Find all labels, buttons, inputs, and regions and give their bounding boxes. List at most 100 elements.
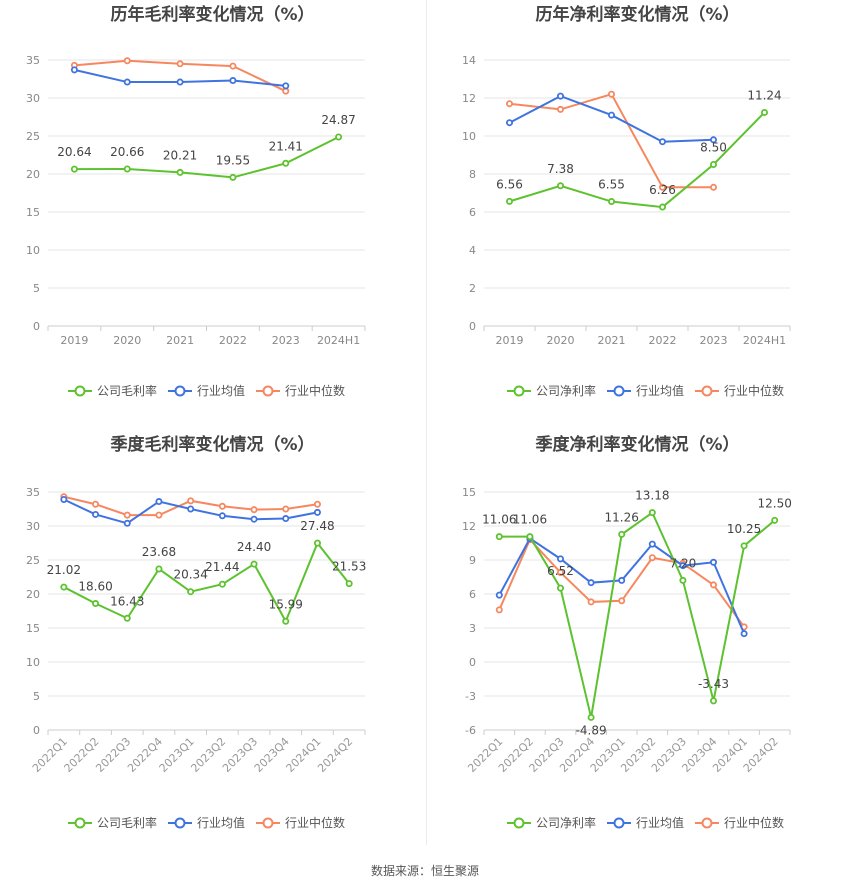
- legend-item[interactable]: 公司净利率: [507, 815, 596, 830]
- legend-item[interactable]: 行业中位数: [695, 383, 784, 398]
- data-point: [709, 697, 717, 705]
- y-tick-label: 12: [462, 520, 476, 533]
- data-point: [176, 78, 184, 86]
- data-point: [187, 497, 195, 505]
- y-tick-label: 30: [26, 92, 40, 105]
- legend-swatch-marker: [74, 385, 86, 397]
- data-point: [709, 581, 717, 589]
- y-tick-label: 15: [26, 206, 40, 219]
- x-tick-label: 2021: [598, 334, 626, 347]
- legend-swatch-marker: [613, 817, 625, 829]
- data-point: [648, 509, 656, 517]
- data-label: 20.64: [57, 145, 91, 159]
- chart-panel-annual-net-margin: 历年净利率变化情况（%） 0 2 4 6 8 10 12 14 2019 2020 2021 2022…: [425, 0, 850, 420]
- legend-swatch-marker: [262, 817, 274, 829]
- data-point: [556, 92, 564, 100]
- data-point: [506, 197, 514, 205]
- data-point: [556, 105, 564, 113]
- y-tick-label: 12: [462, 92, 476, 105]
- legend-item[interactable]: 行业中位数: [256, 815, 345, 830]
- data-label: 7.38: [547, 162, 574, 176]
- chart-title: 季度毛利率变化情况（%）: [110, 435, 315, 455]
- data-label: 20.34: [173, 568, 207, 582]
- data-point: [282, 515, 290, 523]
- data-point: [771, 516, 779, 524]
- x-tick-label: 2019: [496, 334, 524, 347]
- data-point: [740, 630, 748, 638]
- y-tick-label: 5: [33, 690, 40, 703]
- legend-swatch-marker: [701, 385, 713, 397]
- legend-item[interactable]: 行业均值: [607, 815, 684, 830]
- data-point: [155, 498, 163, 506]
- y-tick-label: 2: [469, 282, 476, 295]
- data-point: [218, 512, 226, 520]
- data-point: [282, 617, 290, 625]
- data-label: 8.50: [700, 141, 727, 155]
- data-point: [587, 598, 595, 606]
- data-label: 21.53: [332, 560, 366, 574]
- chart-panel-quarterly-gross-margin: 季度毛利率变化情况（%） 0 5 10 15 20 25 30 35 2022Q1 2022Q2 2…: [0, 430, 425, 850]
- data-label: 27.48: [300, 519, 334, 533]
- legend-label: 公司毛利率: [97, 815, 157, 830]
- y-tick-label: 0: [469, 656, 476, 669]
- data-point: [123, 57, 131, 65]
- data-point: [587, 713, 595, 721]
- x-tick-label: 2022: [649, 334, 677, 347]
- data-label: 19.55: [216, 153, 250, 167]
- y-tick-label: 0: [469, 320, 476, 333]
- legend-item[interactable]: 公司净利率: [507, 383, 596, 398]
- data-label: 21.41: [269, 139, 303, 153]
- y-tick-label: 14: [462, 54, 476, 67]
- legend-label: 行业均值: [197, 815, 245, 830]
- data-label: 20.66: [110, 145, 144, 159]
- chart-title: 季度净利率变化情况（%）: [535, 435, 740, 455]
- data-point: [658, 203, 666, 211]
- data-point: [250, 506, 258, 514]
- data-label: 16.43: [110, 594, 144, 608]
- data-point: [218, 580, 226, 588]
- data-point: [740, 542, 748, 550]
- data-label: 11.06: [513, 513, 547, 527]
- y-tick-label: 0: [33, 724, 40, 737]
- legend-item[interactable]: 行业均值: [168, 815, 245, 830]
- legend-label: 行业中位数: [285, 383, 345, 398]
- data-point: [556, 584, 564, 592]
- data-point: [679, 562, 687, 570]
- y-tick-label: 20: [26, 588, 40, 601]
- y-tick-label: 35: [26, 54, 40, 67]
- legend-item[interactable]: 行业均值: [607, 383, 684, 398]
- legend-item[interactable]: 行业中位数: [256, 383, 345, 398]
- legend-label: 行业均值: [636, 383, 684, 398]
- data-point: [282, 159, 290, 167]
- legend-swatch-marker: [513, 817, 525, 829]
- legend-swatch-marker: [74, 817, 86, 829]
- legend-item[interactable]: 公司毛利率: [68, 815, 157, 830]
- data-point: [345, 580, 353, 588]
- y-tick-label: -6: [465, 724, 476, 737]
- data-label: 11.06: [482, 513, 516, 527]
- data-point: [123, 78, 131, 86]
- chart-title: 历年净利率变化情况（%）: [535, 5, 740, 25]
- series-line: [499, 511, 776, 718]
- y-tick-label: 4: [469, 244, 476, 257]
- data-point: [495, 533, 503, 541]
- legend-label: 行业均值: [636, 815, 684, 830]
- data-point: [60, 495, 68, 503]
- legend-item[interactable]: 行业均值: [168, 383, 245, 398]
- data-point: [187, 588, 195, 596]
- legend-item[interactable]: 公司毛利率: [68, 383, 157, 398]
- chart-panel-annual-gross-margin: 历年毛利率变化情况（%） 0 5 10 15 20 25 30 35 2019 2020 2021 2…: [0, 0, 425, 420]
- legend-label: 公司毛利率: [97, 383, 157, 398]
- data-point: [607, 90, 615, 98]
- data-point: [607, 111, 615, 119]
- y-tick-label: 8: [469, 168, 476, 181]
- y-tick-label: 3: [469, 622, 476, 635]
- legend-item[interactable]: 行业中位数: [695, 815, 784, 830]
- data-point: [587, 579, 595, 587]
- data-point: [92, 500, 100, 508]
- data-label: 12.50: [758, 496, 792, 510]
- data-label: 24.40: [237, 540, 271, 554]
- chart-annual-gross-margin: 0 5 10 15 20 25 30 35 2019 2020 2021 2022 2023 2024H1…: [26, 54, 366, 398]
- data-point: [658, 138, 666, 146]
- y-tick-label: 25: [26, 130, 40, 143]
